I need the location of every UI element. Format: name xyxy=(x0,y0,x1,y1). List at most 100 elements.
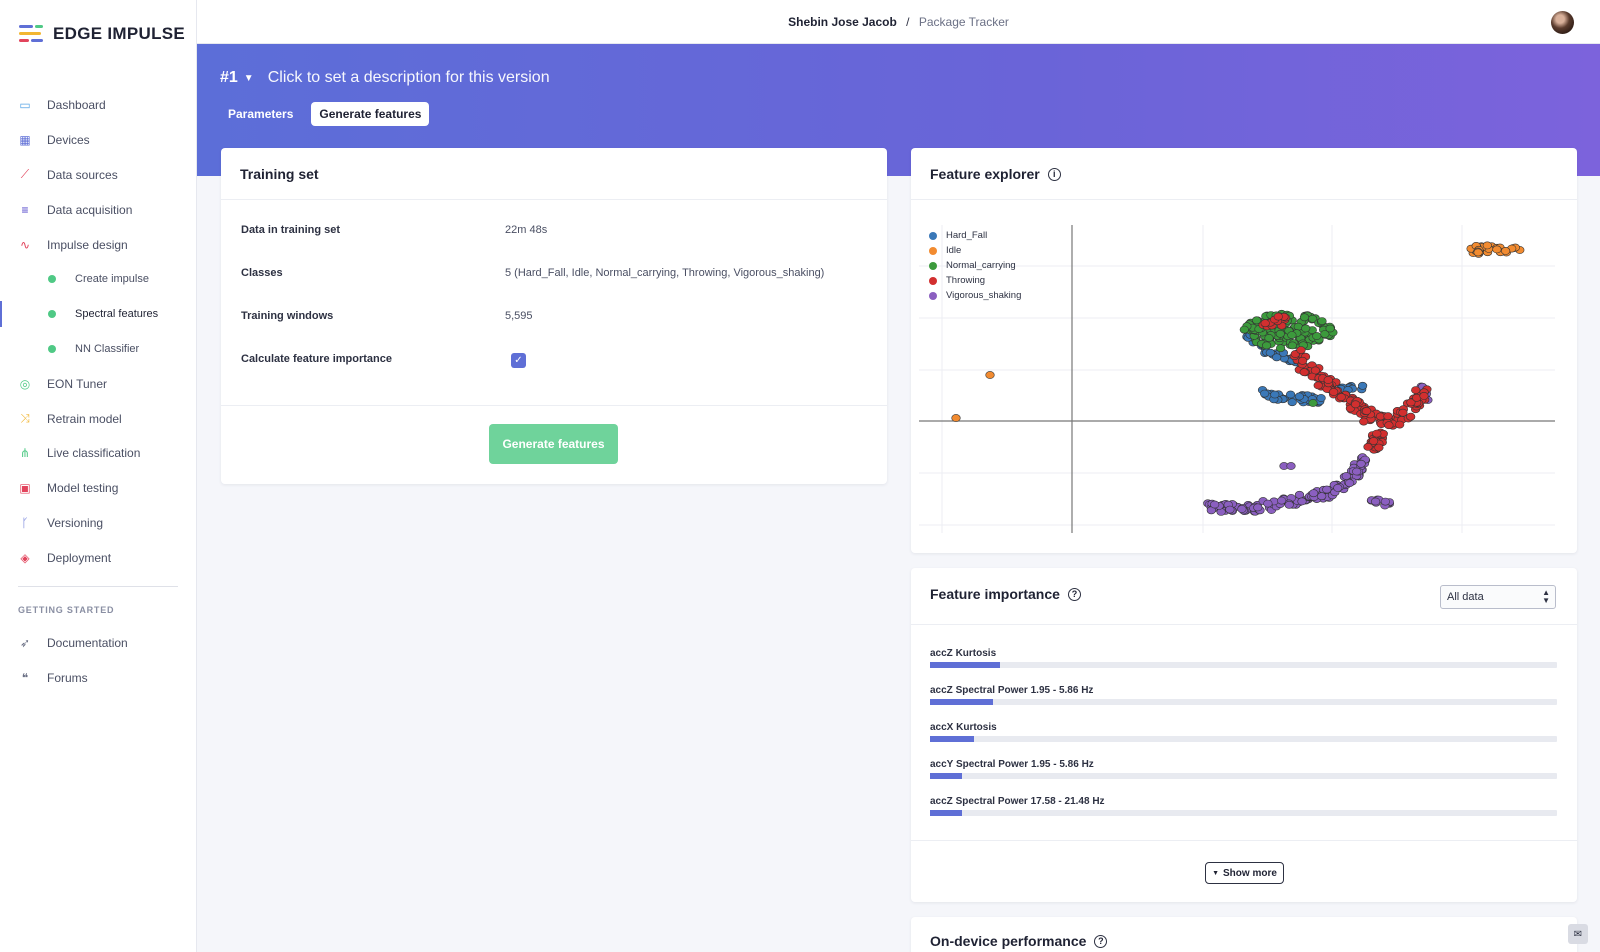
data-point xyxy=(1329,388,1339,396)
sidebar-item-nn-classifier[interactable]: NN Classifier xyxy=(0,332,196,367)
importance-bar-fill xyxy=(930,662,1000,668)
kv-key: Calculate feature importance xyxy=(241,353,392,365)
importance-bar-fill xyxy=(930,736,974,742)
divider xyxy=(221,199,887,200)
version-description[interactable]: Click to set a description for this vers… xyxy=(267,69,550,86)
sidebar-item-impulse-design[interactable]: ∿ Impulse design xyxy=(0,227,196,262)
tab-generate-features[interactable]: Generate features xyxy=(311,102,430,126)
legend-item[interactable]: Vigorous_shaking xyxy=(929,288,1021,303)
sidebar-item-deployment[interactable]: ◈ Deployment xyxy=(0,540,196,575)
sidebar-item-label: Versioning xyxy=(47,515,104,530)
legend-swatch xyxy=(929,246,937,255)
tab-parameters[interactable]: Parameters xyxy=(228,107,294,121)
help-icon[interactable]: ? xyxy=(1094,934,1108,948)
version-number[interactable]: #1 xyxy=(220,69,238,86)
data-point xyxy=(1310,366,1321,375)
sidebar-item-label: Deployment xyxy=(47,550,112,565)
importance-bar xyxy=(930,699,1557,705)
data-point xyxy=(1325,324,1335,333)
sidebar-item-live-classification[interactable]: ⋔ Live classification xyxy=(0,436,196,471)
legend-item[interactable]: Hard_Fall xyxy=(929,228,1021,243)
legend-item[interactable]: Normal_carrying xyxy=(929,258,1021,273)
divider xyxy=(911,624,1577,625)
user-avatar[interactable] xyxy=(1551,11,1574,34)
wand-icon: ⟋ xyxy=(20,167,30,182)
feature-label: accZ Spectral Power 17.58 - 21.48 Hz xyxy=(930,796,1105,807)
breadcrumb: Shebin Jose Jacob / Package Tracker xyxy=(197,15,1600,29)
brand-name: EDGE IMPULSE xyxy=(53,24,186,43)
kv-value: 5,595 xyxy=(505,310,533,322)
sidebar-item-versioning[interactable]: ᚴ Versioning xyxy=(0,506,196,541)
data-point xyxy=(1294,392,1305,401)
generate-features-button[interactable]: Generate features xyxy=(489,424,618,464)
data-point xyxy=(1286,390,1296,399)
chat-icon[interactable]: ✉ xyxy=(1568,924,1588,944)
data-point xyxy=(1284,500,1294,509)
edge-impulse-logo[interactable]: EDGE IMPULSE xyxy=(19,24,185,44)
status-dot-icon xyxy=(48,310,56,319)
data-point xyxy=(1272,353,1282,362)
data-point xyxy=(1363,442,1373,451)
feature-label: accX Kurtosis xyxy=(930,722,997,733)
sidebar-item-model-testing[interactable]: ▣ Model testing xyxy=(0,471,196,506)
data-point xyxy=(1317,492,1327,501)
sidebar-item-create-impulse[interactable]: Create impulse xyxy=(0,262,196,297)
kv-key: Classes xyxy=(241,267,283,279)
sidebar-item-forums[interactable]: ❝ Forums xyxy=(0,661,196,696)
feature-explorer-plot[interactable] xyxy=(911,203,1577,553)
feature-importance-row: accY Spectral Power 1.95 - 5.86 Hz xyxy=(930,759,1557,779)
data-point xyxy=(1301,324,1311,333)
data-point xyxy=(1277,496,1287,505)
data-point xyxy=(1260,389,1270,398)
legend-swatch xyxy=(929,231,937,240)
legend-label: Throwing xyxy=(946,275,986,286)
divider xyxy=(221,405,887,406)
sidebar-item-spectral-features[interactable]: Spectral features xyxy=(0,297,196,332)
data-point xyxy=(1263,499,1273,508)
sidebar-item-devices[interactable]: ▦ Devices xyxy=(0,123,196,158)
plot-points[interactable] xyxy=(951,241,1525,516)
feature-importance-select[interactable]: All data ▲ ▼ xyxy=(1440,585,1556,609)
feature-importance-row: accZ Spectral Power 1.95 - 5.86 Hz xyxy=(930,685,1557,705)
legend-swatch xyxy=(929,291,937,300)
kv-key: Training windows xyxy=(241,310,334,322)
sidebar-item-data-acquisition[interactable]: ≡ Data acquisition xyxy=(0,192,196,227)
data-point xyxy=(1411,386,1421,394)
help-icon[interactable]: ? xyxy=(1067,587,1081,601)
data-point xyxy=(985,371,995,379)
data-point xyxy=(1374,443,1384,452)
sidebar-item-retrain-model[interactable]: ⤨ Retrain model xyxy=(0,401,196,436)
sidebar-item-dashboard[interactable]: ▭ Dashboard xyxy=(0,88,196,123)
info-icon[interactable]: i xyxy=(1047,167,1061,181)
sidebar-item-documentation[interactable]: ➶ Documentation xyxy=(0,626,196,661)
sidebar-item-label: Create impulse xyxy=(75,273,149,286)
importance-bar xyxy=(930,810,1557,816)
version-selector[interactable]: #1 ▼ Click to set a description for this… xyxy=(220,69,550,87)
data-point xyxy=(1492,245,1502,254)
sidebar-item-data-sources[interactable]: ⟋ Data sources xyxy=(0,158,196,193)
feature-label: accZ Spectral Power 1.95 - 5.86 Hz xyxy=(930,685,1094,696)
legend-item[interactable]: Throwing xyxy=(929,273,1021,288)
caret-down-icon[interactable]: ▼ xyxy=(243,72,254,84)
divider xyxy=(911,199,1577,200)
sidebar-item-label: Dashboard xyxy=(47,98,106,113)
sidebar-nav: ▭ Dashboard ▦ Devices ⟋ Data sources ≡ Data acq… xyxy=(0,88,196,575)
legend-item[interactable]: Idle xyxy=(929,243,1021,258)
show-more-button[interactable]: ▼ Show more xyxy=(1205,862,1284,884)
data-point xyxy=(1395,420,1405,429)
breadcrumb-project[interactable]: Package Tracker xyxy=(918,15,1009,29)
data-point xyxy=(1225,505,1235,514)
data-point xyxy=(1351,400,1361,409)
sidebar-item-eon-tuner[interactable]: ◎ EON Tuner xyxy=(0,366,196,401)
network-icon: ⋔ xyxy=(19,446,31,461)
data-point xyxy=(1352,467,1362,476)
breadcrumb-user[interactable]: Shebin Jose Jacob xyxy=(788,15,897,29)
data-point xyxy=(1406,412,1416,421)
feature-explorer-card: Feature explorer i Hard_Fall Idle Normal… xyxy=(911,148,1577,553)
calculate-feature-importance-checkbox[interactable]: ✓ xyxy=(511,353,526,368)
on-device-title: On-device performance xyxy=(930,933,1087,949)
feature-importance-row: accX Kurtosis xyxy=(930,722,1557,742)
rocket-icon: ➶ xyxy=(19,636,31,651)
data-point xyxy=(1322,485,1332,494)
data-point xyxy=(1210,500,1220,509)
